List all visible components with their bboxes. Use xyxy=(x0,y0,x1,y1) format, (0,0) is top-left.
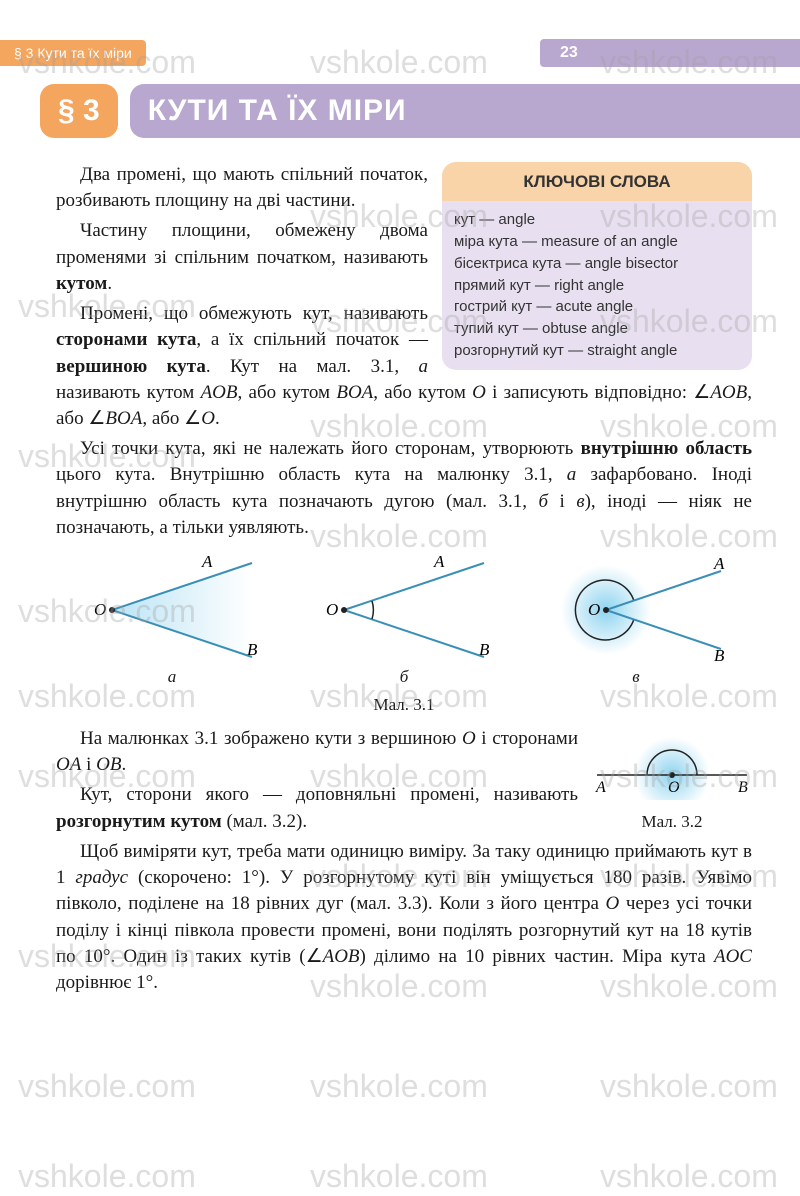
watermark: vshkole.com xyxy=(18,1068,196,1105)
term: вершиною кута xyxy=(56,356,206,377)
keyword-item: тупий кут — obtuse angle xyxy=(454,318,740,340)
page-header: § 3 Кути та їх міри 23 xyxy=(0,38,800,68)
svg-text:O: O xyxy=(94,600,106,619)
subfigure-label: б xyxy=(314,665,494,688)
text-italic: OB xyxy=(96,754,121,775)
angle-diagram-v: O A B xyxy=(546,555,726,665)
text: Усі точки кута, які не належать його сто… xyxy=(80,438,581,459)
text: і xyxy=(81,754,96,775)
text-italic: а xyxy=(419,356,429,377)
term: кутом xyxy=(56,273,107,294)
breadcrumb: § 3 Кути та їх міри xyxy=(0,40,146,66)
text: цього кута. Внутрішню область кута на ма… xyxy=(56,464,567,485)
watermark: vshkole.com xyxy=(310,1068,488,1105)
keyword-item: розгорнутий кут — straight angle xyxy=(454,340,740,362)
watermark: vshkole.com xyxy=(310,1158,488,1195)
angle-diagram-b: O A B xyxy=(314,555,494,665)
keywords-title: КЛЮЧОВІ СЛОВА xyxy=(442,162,752,201)
text-italic: AOC xyxy=(714,946,752,967)
section-heading: § 3 КУТИ ТА ЇХ МІРИ xyxy=(40,84,800,138)
svg-text:B: B xyxy=(479,640,490,659)
text-italic: AOB xyxy=(201,382,238,403)
keyword-item: міра кута — measure of an angle xyxy=(454,231,740,253)
term: розгорнутим кутом xyxy=(56,811,222,832)
text: називають кутом xyxy=(56,382,201,403)
text-italic: б xyxy=(538,491,548,512)
keyword-item: бісектриса кута — angle bisector xyxy=(454,253,740,275)
text-italic: O xyxy=(201,408,215,429)
page-number: 23 xyxy=(540,39,800,67)
text: . xyxy=(215,408,220,429)
page-content: КЛЮЧОВІ СЛОВА кут — angle міра кута — me… xyxy=(0,138,800,996)
watermark: vshkole.com xyxy=(600,1158,778,1195)
text-italic: AOB xyxy=(710,382,747,403)
keywords-list: кут — angle міра кута — measure of an an… xyxy=(442,201,752,369)
figure-3-2: A O B Мал. 3.2 xyxy=(592,730,752,834)
svg-text:A: A xyxy=(201,555,213,571)
text-italic: в xyxy=(576,491,584,512)
paragraph: Усі точки кута, які не належать його сто… xyxy=(56,436,752,541)
figure-caption: Мал. 3.2 xyxy=(592,810,752,833)
figure-3-1-b: O A B б xyxy=(314,555,494,688)
watermark: vshkole.com xyxy=(18,1158,196,1195)
text: , а їх спільний початок — xyxy=(196,329,428,350)
text-italic: BOA xyxy=(105,408,142,429)
subfigure-label: а xyxy=(82,665,262,688)
text-italic: а xyxy=(567,464,577,485)
text: і записують відповідно: ∠ xyxy=(486,382,710,403)
section-title: КУТИ ТА ЇХ МІРИ xyxy=(130,84,800,138)
straight-angle-diagram: A O B xyxy=(592,730,752,800)
text: Два промені, що мають спіль­ний початок,… xyxy=(56,164,428,211)
text: Кут, сторони якого — доповняльні промені… xyxy=(80,784,578,805)
svg-text:A: A xyxy=(433,555,445,571)
keyword-item: прямий кут — right angle xyxy=(454,275,740,297)
text-italic: BOA xyxy=(336,382,373,403)
watermark: vshkole.com xyxy=(600,1068,778,1105)
figure-3-1-a: O A B а xyxy=(82,555,262,688)
text: . xyxy=(107,273,112,294)
text-italic: OA xyxy=(56,754,81,775)
subfigure-label: в xyxy=(546,665,726,688)
svg-text:B: B xyxy=(247,640,258,659)
text: (мал. 3.2). xyxy=(222,811,307,832)
text: , або кутом xyxy=(238,382,337,403)
term: сторонами кута xyxy=(56,329,196,350)
text-italic: AOB xyxy=(323,946,360,967)
text-italic: O xyxy=(606,893,620,914)
text: На малюнках 3.1 зображено кути з вершино… xyxy=(80,728,462,749)
svg-text:O: O xyxy=(588,600,600,619)
text-italic: градус xyxy=(75,867,128,888)
svg-text:O: O xyxy=(668,779,680,796)
text-italic: O xyxy=(462,728,476,749)
section-badge: § 3 xyxy=(40,84,118,138)
figure-3-1-row: O A B а O A B б xyxy=(56,555,752,688)
keywords-box: КЛЮЧОВІ СЛОВА кут — angle міра кута — me… xyxy=(442,162,752,370)
paragraph: Щоб виміряти кут, треба мати одиницю вим… xyxy=(56,839,752,996)
text: . Кут на мал. 3.1, xyxy=(206,356,419,377)
svg-text:A: A xyxy=(595,779,606,796)
term: внут­рішню область xyxy=(581,438,752,459)
figure-3-1-v: O A B в xyxy=(546,555,726,688)
text: , або ∠ xyxy=(142,408,201,429)
text: . xyxy=(121,754,126,775)
figure-caption: Мал. 3.1 xyxy=(56,693,752,716)
svg-text:B: B xyxy=(738,779,748,796)
text: Промені, що обмежують кут, називають xyxy=(80,303,428,324)
svg-text:B: B xyxy=(714,646,725,665)
text: Частину площини, обмежену двома променям… xyxy=(56,220,428,267)
keyword-item: гострий кут — acute angle xyxy=(454,296,740,318)
text: , або кутом xyxy=(373,382,472,403)
keyword-item: кут — angle xyxy=(454,209,740,231)
text: і xyxy=(548,491,576,512)
text: дорівнює 1°. xyxy=(56,972,158,993)
text: ) ділимо на 10 рівних частин. Міра кута xyxy=(360,946,714,967)
svg-text:O: O xyxy=(326,600,338,619)
text: і сторонами xyxy=(476,728,578,749)
svg-text:A: A xyxy=(713,555,725,573)
text-italic: O xyxy=(472,382,486,403)
angle-diagram-a: O A B xyxy=(82,555,262,665)
